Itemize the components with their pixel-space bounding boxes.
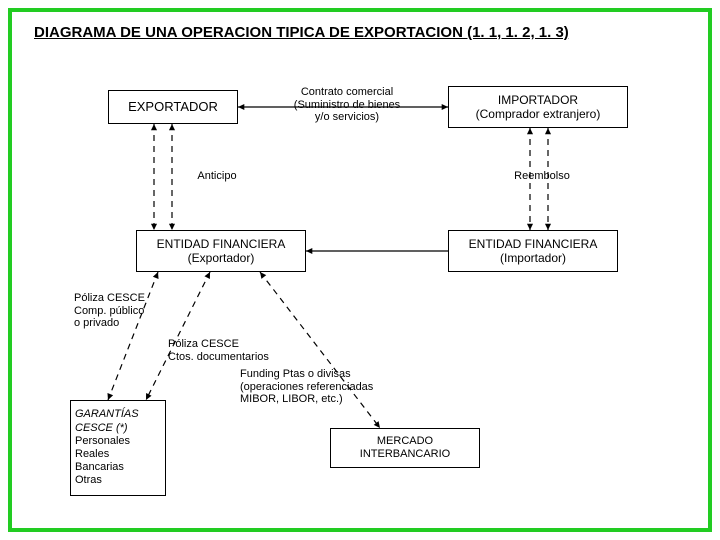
node-garantias-line-5: Otras (75, 474, 102, 487)
node-exportador-line-0: EXPORTADOR (128, 99, 218, 115)
node-garantias-line-3: Reales (75, 448, 109, 461)
label-poliza_comp: Póliza CESCEComp. públicoo privado (74, 292, 194, 330)
label-poliza_doc-line-1: Ctos. documentarios (168, 351, 318, 364)
label-poliza_comp-line-1: Comp. público (74, 305, 194, 318)
node-importador: IMPORTADOR(Comprador extranjero) (448, 86, 628, 128)
node-garantias-line-1: CESCE (*) (75, 422, 128, 435)
label-poliza_comp-line-0: Póliza CESCE (74, 292, 194, 305)
page-title: DIAGRAMA DE UNA OPERACION TIPICA DE EXPO… (34, 24, 569, 41)
label-anticipo-line-0: Anticipo (182, 170, 252, 183)
label-funding-line-0: Funding Ptas o divisas (240, 368, 440, 381)
node-ent_fin_exp-line-1: (Exportador) (188, 251, 255, 265)
node-garantias-line-2: Personales (75, 435, 130, 448)
label-contrato-line-2: y/o servicios) (262, 111, 432, 124)
label-contrato-line-1: (Suministro de bienes (262, 99, 432, 112)
node-garantias: GARANTÍASCESCE (*)PersonalesRealesBancar… (70, 400, 166, 496)
label-poliza_comp-line-2: o privado (74, 317, 194, 330)
node-garantias-line-0: GARANTÍAS (75, 408, 139, 421)
node-ent_fin_exp: ENTIDAD FINANCIERA(Exportador) (136, 230, 306, 272)
node-mercado-line-0: MERCADO (377, 435, 433, 448)
label-contrato-line-0: Contrato comercial (262, 86, 432, 99)
label-reembolso-line-0: Reembolso (502, 170, 582, 183)
label-contrato: Contrato comercial(Suministro de bienesy… (262, 86, 432, 124)
label-funding-line-1: (operaciones referenciadas (240, 381, 440, 394)
node-exportador: EXPORTADOR (108, 90, 238, 124)
node-importador-line-1: (Comprador extranjero) (476, 107, 601, 121)
node-mercado: MERCADOINTERBANCARIO (330, 428, 480, 468)
node-ent_fin_imp-line-1: (Importador) (500, 251, 566, 265)
label-poliza_doc-line-0: Póliza CESCE (168, 338, 318, 351)
node-ent_fin_imp-line-0: ENTIDAD FINANCIERA (469, 237, 598, 251)
label-funding-line-2: MIBOR, LIBOR, etc.) (240, 393, 440, 406)
label-reembolso: Reembolso (502, 170, 582, 183)
label-anticipo: Anticipo (182, 170, 252, 183)
node-importador-line-0: IMPORTADOR (498, 93, 578, 107)
node-garantias-line-4: Bancarias (75, 461, 124, 474)
label-poliza_doc: Póliza CESCECtos. documentarios (168, 338, 318, 363)
node-ent_fin_imp: ENTIDAD FINANCIERA(Importador) (448, 230, 618, 272)
label-funding: Funding Ptas o divisas(operaciones refer… (240, 368, 440, 406)
node-mercado-line-1: INTERBANCARIO (360, 448, 450, 461)
node-ent_fin_exp-line-0: ENTIDAD FINANCIERA (157, 237, 286, 251)
